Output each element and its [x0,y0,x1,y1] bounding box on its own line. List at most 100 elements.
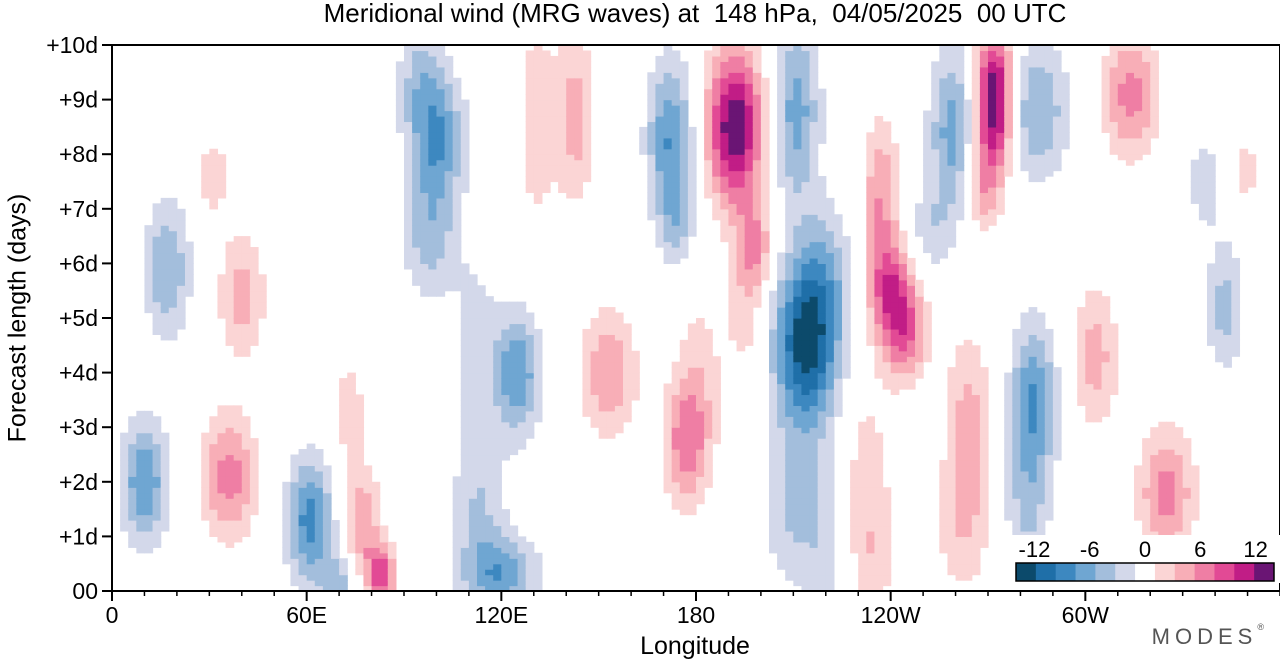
field-cell [541,50,551,57]
field-cell [850,487,859,494]
field-cell [785,279,794,286]
field-cell [915,350,924,357]
field-cell [136,492,146,499]
field-cell [436,214,446,221]
field-cell [1020,361,1030,368]
field-cell [988,186,997,194]
field-cell [947,170,957,177]
field-cell [1028,159,1038,166]
field-cell [282,498,292,505]
field-cell [858,476,867,483]
field-cell [160,328,170,335]
field-cell [801,274,811,281]
field-cell [866,181,876,188]
field-cell [501,520,511,527]
field-cell [752,55,762,62]
field-cell [679,405,689,412]
field-cell [890,318,900,325]
field-cell [793,367,803,374]
field-cell [428,279,438,286]
field-cell [785,219,794,226]
field-cell [793,143,803,150]
field-cell [412,77,421,84]
field-cell [525,574,535,581]
field-cell [1020,132,1030,139]
field-cell [420,143,429,150]
field-cell [533,367,543,374]
field-cell [1044,509,1054,516]
field-cell [955,492,965,499]
field-cell [647,214,657,221]
field-cell [314,541,324,548]
field-cell [825,285,835,292]
field-cell [404,121,413,128]
field-cell [915,356,924,363]
field-cell [477,290,486,297]
field-cell [1044,143,1054,150]
field-cell [509,323,519,330]
field-cell [842,372,851,379]
field-cell [988,214,997,221]
field-cell [825,350,835,357]
field-cell [923,312,932,319]
field-cell [493,410,502,417]
field-cell [412,105,421,112]
field-cell [679,192,689,199]
field-cell [436,83,446,90]
field-cell [1012,470,1022,477]
field-cell [663,241,673,248]
field-cell [1004,438,1013,445]
field-cell [1052,454,1062,461]
field-cell [752,50,762,57]
field-cell [874,563,884,570]
field-cell [168,307,178,314]
field-cell [817,361,827,368]
field-cell [712,410,721,417]
field-cell [704,443,713,450]
field-cell [955,361,965,368]
field-cell [460,339,470,346]
field-cell [696,339,705,346]
field-cell [955,443,965,450]
field-cell [306,481,316,488]
field-cell [687,459,697,467]
field-cell [598,367,608,374]
field-cell [647,148,657,155]
field-cell [720,225,730,232]
field-cell [387,563,397,570]
field-cell [874,170,884,177]
field-cell [996,94,1005,101]
field-cell [460,148,470,155]
field-cell [1044,372,1054,379]
field-cell [890,285,900,292]
field-cell [468,296,478,303]
field-cell [712,137,721,144]
field-cell [452,208,462,215]
field-cell [793,476,803,483]
field-cell [890,154,900,161]
field-cell [468,476,478,483]
field-cell [420,126,429,133]
field-cell [671,143,681,150]
field-cell [525,334,535,341]
field-cell [793,274,803,281]
field-cell [355,416,365,423]
field-cell [663,110,673,117]
field-cell [290,470,300,477]
field-cell [606,318,616,325]
field-cell [1044,399,1054,406]
field-cell [874,285,884,292]
field-cell [866,241,876,248]
field-cell [590,328,600,335]
field-cell [817,459,827,467]
field-cell [225,416,235,423]
field-cell [493,372,502,379]
field-cell [825,268,835,275]
field-cell [858,438,867,445]
field-cell [322,569,332,576]
field-cell [882,492,892,499]
field-cell [947,427,957,434]
field-cell [501,585,511,591]
field-cell [501,514,511,521]
field-cell [1012,465,1022,472]
